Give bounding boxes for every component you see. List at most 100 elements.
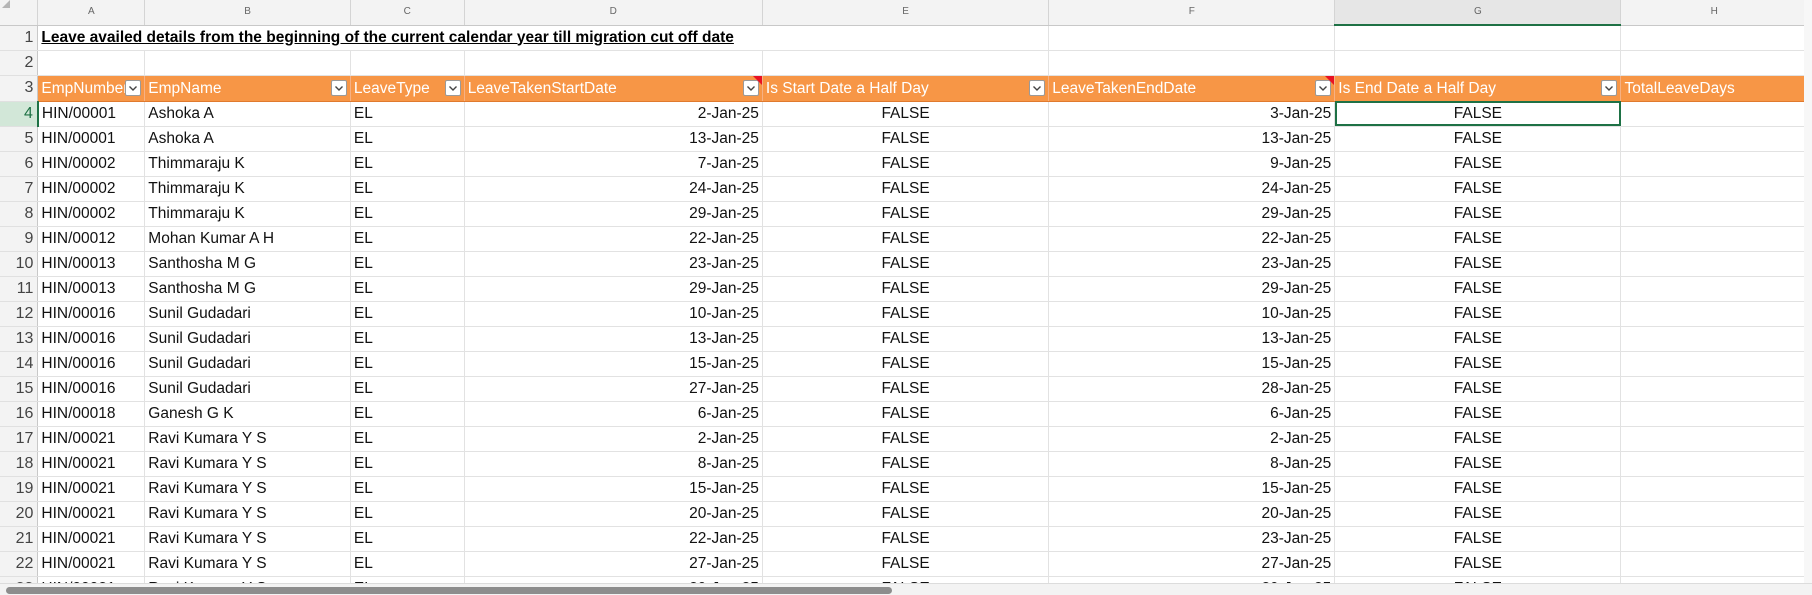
row-number[interactable]: 14 xyxy=(0,351,39,377)
column-header-d[interactable]: D xyxy=(464,0,763,26)
cell-leavetype[interactable]: EL xyxy=(350,476,465,502)
row-number[interactable]: 9 xyxy=(0,226,39,252)
cell-leavetakenstartdate[interactable]: 13-Jan-25 xyxy=(464,126,763,152)
cell-empname[interactable]: Thimmaraju K xyxy=(144,151,351,177)
cell-empnumber[interactable]: HIN/00021 xyxy=(37,501,146,527)
row-number[interactable]: 7 xyxy=(0,176,39,202)
vertical-scrollbar[interactable] xyxy=(1804,0,1812,583)
empty-cell[interactable] xyxy=(144,50,351,76)
cell-leavetakenstartdate[interactable]: 2-Jan-25 xyxy=(464,101,763,127)
cell-empname[interactable]: Ravi Kumara Y S xyxy=(144,551,351,577)
cell-leavetakenstartdate[interactable]: 22-Jan-25 xyxy=(464,226,763,252)
column-header-cell-8[interactable]: TotalLeaveDays xyxy=(1620,75,1808,102)
cell-empname[interactable]: Sunil Gudadari xyxy=(144,326,351,352)
filter-dropdown-button[interactable] xyxy=(1601,79,1618,96)
cell-is-end-date-a-half-day[interactable]: FALSE xyxy=(1334,551,1622,577)
cell-empnumber[interactable]: HIN/00013 xyxy=(37,251,146,277)
cell-is-start-date-a-half-day[interactable]: FALSE xyxy=(762,226,1050,252)
cell-empnumber[interactable]: HIN/00021 xyxy=(37,451,146,477)
cell-is-start-date-a-half-day[interactable]: FALSE xyxy=(762,201,1050,227)
cell-empnumber[interactable]: HIN/00013 xyxy=(37,276,146,302)
cell-is-end-date-a-half-day[interactable]: FALSE xyxy=(1334,101,1622,127)
cell-is-end-date-a-half-day[interactable]: FALSE xyxy=(1334,251,1622,277)
cell-leavetakenenddate[interactable]: 20-Jan-25 xyxy=(1048,501,1336,527)
cell-leavetakenstartdate[interactable]: 15-Jan-25 xyxy=(464,351,763,377)
cell-totalleavedays[interactable] xyxy=(1620,401,1808,427)
cell-empname[interactable]: Ravi Kumara Y S xyxy=(144,426,351,452)
cell-is-start-date-a-half-day[interactable]: FALSE xyxy=(762,151,1050,177)
cell-leavetype[interactable]: EL xyxy=(350,101,465,127)
cell-leavetype[interactable]: EL xyxy=(350,251,465,277)
column-header-cell-7[interactable]: Is End Date a Half Day xyxy=(1334,75,1622,102)
cell-leavetype[interactable]: EL xyxy=(350,351,465,377)
cell-is-start-date-a-half-day[interactable]: FALSE xyxy=(762,326,1050,352)
cell-totalleavedays[interactable] xyxy=(1620,451,1808,477)
cell-leavetakenstartdate[interactable]: 2-Jan-25 xyxy=(464,426,763,452)
cell-is-start-date-a-half-day[interactable]: FALSE xyxy=(762,126,1050,152)
cell-is-start-date-a-half-day[interactable]: FALSE xyxy=(762,401,1050,427)
column-header-cell-6[interactable]: LeaveTakenEndDate xyxy=(1048,75,1336,102)
cell-empname[interactable]: Sunil Gudadari xyxy=(144,376,351,402)
cell-empnumber[interactable]: HIN/00021 xyxy=(37,476,146,502)
row-number[interactable]: 10 xyxy=(0,251,39,277)
cell-totalleavedays[interactable] xyxy=(1620,376,1808,402)
cell-is-end-date-a-half-day[interactable]: FALSE xyxy=(1334,351,1622,377)
column-header-cell-1[interactable]: EmpNumber xyxy=(37,75,146,102)
cell-leavetakenstartdate[interactable]: 7-Jan-25 xyxy=(464,151,763,177)
cell-empnumber[interactable]: HIN/00001 xyxy=(37,126,146,152)
cell-is-start-date-a-half-day[interactable]: FALSE xyxy=(762,376,1050,402)
column-header-h[interactable]: H xyxy=(1620,0,1808,26)
cell-leavetakenenddate[interactable]: 23-Jan-25 xyxy=(1048,526,1336,552)
cell-leavetype[interactable]: EL xyxy=(350,226,465,252)
cell-empname[interactable]: Sunil Gudadari xyxy=(144,301,351,327)
row-number[interactable]: 20 xyxy=(0,501,39,527)
cell-empname[interactable]: Thimmaraju K xyxy=(144,176,351,202)
cell-leavetakenstartdate[interactable]: 23-Jan-25 xyxy=(464,251,763,277)
cell-is-end-date-a-half-day[interactable]: FALSE xyxy=(1334,176,1622,202)
empty-cell[interactable] xyxy=(1334,50,1622,76)
cell-leavetakenenddate[interactable]: 24-Jan-25 xyxy=(1048,176,1336,202)
cell-leavetype[interactable]: EL xyxy=(350,126,465,152)
empty-cell[interactable] xyxy=(350,50,465,76)
comment-indicator-icon[interactable] xyxy=(752,75,762,85)
column-header-cell-4[interactable]: LeaveTakenStartDate xyxy=(464,75,763,102)
cell-empnumber[interactable]: HIN/00001 xyxy=(37,101,146,127)
row-number[interactable]: 17 xyxy=(0,426,39,452)
cell-totalleavedays[interactable] xyxy=(1620,426,1808,452)
cell-empnumber[interactable]: HIN/00018 xyxy=(37,401,146,427)
empty-cell[interactable] xyxy=(464,50,763,76)
cell-is-start-date-a-half-day[interactable]: FALSE xyxy=(762,551,1050,577)
cell-is-end-date-a-half-day[interactable]: FALSE xyxy=(1334,526,1622,552)
column-header-cell-3[interactable]: LeaveType xyxy=(350,75,465,102)
cell-empname[interactable]: Santhosha M G xyxy=(144,276,351,302)
cell-empnumber[interactable]: HIN/00016 xyxy=(37,351,146,377)
cell-is-end-date-a-half-day[interactable]: FALSE xyxy=(1334,126,1622,152)
cell-leavetype[interactable]: EL xyxy=(350,276,465,302)
cell-empnumber[interactable]: HIN/00002 xyxy=(37,176,146,202)
cell-empnumber[interactable]: HIN/00021 xyxy=(37,526,146,552)
cell-empnumber[interactable]: HIN/00016 xyxy=(37,376,146,402)
cell-is-end-date-a-half-day[interactable]: FALSE xyxy=(1334,201,1622,227)
row-number[interactable]: 1 xyxy=(0,25,39,51)
cell-leavetakenenddate[interactable]: 15-Jan-25 xyxy=(1048,351,1336,377)
row-number[interactable]: 22 xyxy=(0,551,39,577)
column-header-a[interactable]: A xyxy=(37,0,146,26)
cell-is-start-date-a-half-day[interactable]: FALSE xyxy=(762,451,1050,477)
cell-empnumber[interactable]: HIN/00016 xyxy=(37,301,146,327)
cell-empnumber[interactable]: HIN/00002 xyxy=(37,201,146,227)
empty-cell[interactable] xyxy=(762,50,1050,76)
cell-leavetakenstartdate[interactable]: 22-Jan-25 xyxy=(464,526,763,552)
cell-leavetakenstartdate[interactable]: 10-Jan-25 xyxy=(464,301,763,327)
cell-empname[interactable]: Ravi Kumara Y S xyxy=(144,501,351,527)
cell-leavetakenstartdate[interactable]: 20-Jan-25 xyxy=(464,501,763,527)
cell-is-end-date-a-half-day[interactable]: FALSE xyxy=(1334,326,1622,352)
cell-leavetype[interactable]: EL xyxy=(350,201,465,227)
cell-totalleavedays[interactable] xyxy=(1620,151,1808,177)
empty-cell[interactable] xyxy=(1620,25,1808,51)
cell-is-start-date-a-half-day[interactable]: FALSE xyxy=(762,501,1050,527)
cell-empname[interactable]: Ashoka A xyxy=(144,126,351,152)
column-header-g[interactable]: G xyxy=(1334,0,1622,26)
row-number[interactable]: 19 xyxy=(0,476,39,502)
cell-totalleavedays[interactable] xyxy=(1620,176,1808,202)
column-header-b[interactable]: B xyxy=(144,0,351,26)
